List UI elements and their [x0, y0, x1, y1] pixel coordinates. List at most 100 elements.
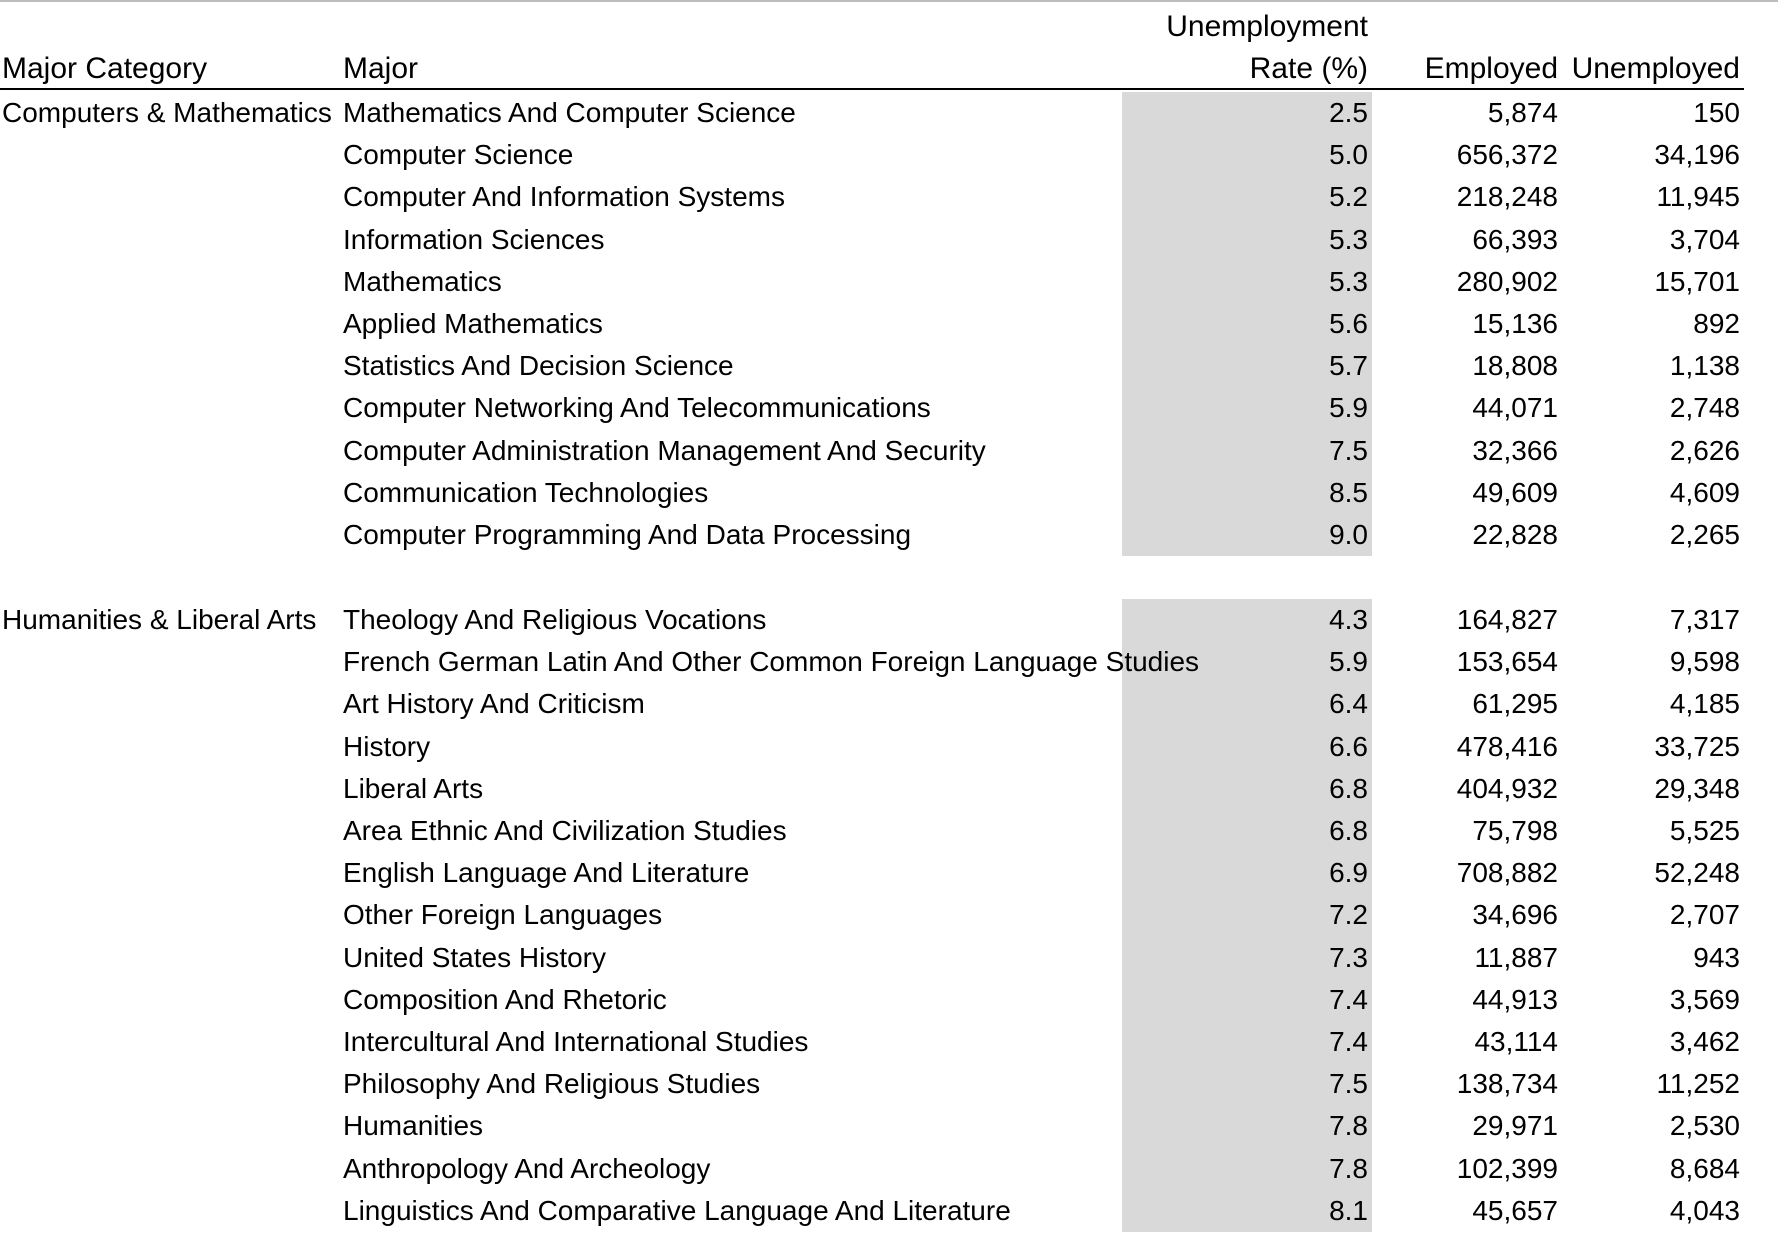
header-unemployment-rate-line1: Unemployment: [1166, 10, 1368, 43]
employed-count-cell: 61,295: [1472, 688, 1558, 719]
unemployed-count-cell: 11,252: [1656, 1068, 1740, 1099]
unemployment-rate-cell: 7.3: [1329, 942, 1368, 973]
employed-count-cell: 66,393: [1472, 224, 1558, 255]
header-unemployment-rate-line2: Rate (%): [1249, 52, 1368, 85]
major-name-cell: Computer Administration Management And S…: [343, 435, 986, 466]
unemployed-count-cell: 943: [1693, 942, 1740, 973]
major-name-cell: Mathematics: [343, 266, 502, 297]
unemployed-count-cell: 892: [1693, 308, 1740, 339]
major-name-cell: Humanities: [343, 1110, 484, 1141]
unemployed-count-cell: 1,138: [1669, 350, 1740, 381]
unemployed-count-cell: 150: [1693, 97, 1740, 128]
major-name-cell: Applied Mathematics: [343, 308, 603, 339]
major-name-cell: Intercultural And International Studies: [343, 1026, 809, 1057]
employed-count-cell: 708,882: [1456, 857, 1558, 888]
unemployed-count-cell: 2,265: [1669, 519, 1740, 550]
major-name-cell: Computer And Information Systems: [343, 181, 785, 212]
employed-count-cell: 44,071: [1472, 392, 1558, 423]
unemployed-count-cell: 8,684: [1669, 1153, 1740, 1184]
employed-count-cell: 153,654: [1456, 646, 1558, 677]
unemployment-rate-cell: 6.8: [1329, 815, 1368, 846]
major-name-cell: Computer Science: [343, 139, 574, 170]
rate-column-shading: [1122, 92, 1372, 556]
unemployed-count-cell: 9,598: [1669, 646, 1740, 677]
unemployed-count-cell: 7,317: [1669, 604, 1740, 635]
unemployed-count-cell: 4,185: [1669, 688, 1740, 719]
major-name-cell: Area Ethnic And Civilization Studies: [343, 815, 787, 846]
unemployment-rate-cell: 7.8: [1329, 1110, 1368, 1141]
major-name-cell: United States History: [343, 942, 606, 973]
major-name-cell: Information Sciences: [343, 224, 605, 255]
unemployment-rate-cell: 9.0: [1329, 519, 1368, 550]
unemployment-rate-cell: 5.3: [1329, 224, 1368, 255]
employed-count-cell: 49,609: [1472, 477, 1558, 508]
major-category-label: Humanities & Liberal Arts: [2, 604, 317, 635]
employed-count-cell: 32,366: [1472, 435, 1558, 466]
major-name-cell: French German Latin And Other Common For…: [343, 646, 1200, 677]
major-name-cell: Statistics And Decision Science: [343, 350, 734, 381]
unemployed-count-cell: 15,701: [1654, 266, 1740, 297]
unemployment-rate-cell: 5.7: [1329, 350, 1368, 381]
unemployed-count-cell: 2,530: [1669, 1110, 1740, 1141]
unemployed-count-cell: 33,725: [1654, 731, 1740, 762]
unemployed-count-cell: 11,945: [1656, 181, 1740, 212]
major-name-cell: Other Foreign Languages: [343, 899, 663, 930]
employed-count-cell: 18,808: [1472, 350, 1558, 381]
unemployment-rate-cell: 5.3: [1329, 266, 1368, 297]
employed-count-cell: 11,887: [1474, 942, 1558, 973]
employed-count-cell: 280,902: [1456, 266, 1558, 297]
unemployment-rate-cell: 5.6: [1329, 308, 1368, 339]
employed-count-cell: 656,372: [1456, 139, 1558, 170]
major-name-cell: Computer Networking And Telecommunicatio…: [343, 392, 931, 423]
major-name-cell: Communication Technologies: [343, 477, 709, 508]
employed-count-cell: 138,734: [1456, 1068, 1558, 1099]
employed-count-cell: 22,828: [1472, 519, 1558, 550]
employed-count-cell: 44,913: [1472, 984, 1558, 1015]
major-name-cell: Liberal Arts: [343, 773, 484, 804]
major-name-cell: Linguistics And Comparative Language And…: [343, 1195, 1011, 1226]
employed-count-cell: 164,827: [1456, 604, 1558, 635]
unemployment-rate-cell: 8.5: [1329, 477, 1368, 508]
employed-count-cell: 29,971: [1472, 1110, 1558, 1141]
unemployment-rate-cell: 5.9: [1329, 392, 1368, 423]
unemployed-count-cell: 52,248: [1654, 857, 1740, 888]
header-major-category: Major Category: [2, 52, 208, 85]
top-border-rule: [0, 0, 1778, 2]
unemployment-rate-cell: 6.8: [1329, 773, 1368, 804]
unemployment-rate-cell: 8.1: [1329, 1195, 1368, 1226]
header-underline: [0, 88, 1744, 90]
header-major: Major: [343, 52, 419, 85]
major-name-cell: Philosophy And Religious Studies: [343, 1068, 761, 1099]
major-category-label: Computers & Mathematics: [2, 97, 332, 128]
employed-count-cell: 15,136: [1472, 308, 1558, 339]
unemployment-rate-cell: 5.0: [1329, 139, 1368, 170]
unemployment-rate-cell: 7.5: [1329, 435, 1368, 466]
employed-count-cell: 404,932: [1456, 773, 1558, 804]
unemployment-rate-cell: 6.9: [1329, 857, 1368, 888]
unemployed-count-cell: 5,525: [1669, 815, 1740, 846]
unemployment-rate-cell: 6.4: [1329, 688, 1368, 719]
employed-count-cell: 75,798: [1472, 815, 1558, 846]
major-name-cell: Computer Programming And Data Processing: [343, 519, 912, 550]
unemployed-count-cell: 4,043: [1669, 1195, 1740, 1226]
major-name-cell: English Language And Literature: [343, 857, 750, 888]
unemployment-rate-cell: 2.5: [1329, 97, 1368, 128]
employed-count-cell: 45,657: [1472, 1195, 1558, 1226]
unemployment-rate-cell: 7.5: [1329, 1068, 1368, 1099]
header-unemployed: Unemployed: [1571, 52, 1740, 85]
rate-column-shading: [1122, 599, 1372, 1232]
employed-count-cell: 102,399: [1456, 1153, 1558, 1184]
employed-count-cell: 34,696: [1472, 899, 1558, 930]
unemployed-count-cell: 2,707: [1669, 899, 1740, 930]
unemployment-rate-cell: 7.8: [1329, 1153, 1368, 1184]
major-name-cell: Art History And Criticism: [343, 688, 645, 719]
major-name-cell: Theology And Religious Vocations: [343, 604, 767, 635]
employed-count-cell: 5,874: [1487, 97, 1558, 128]
unemployment-rate-cell: 4.3: [1329, 604, 1368, 635]
unemployment-rate-cell: 6.6: [1329, 731, 1368, 762]
employed-count-cell: 478,416: [1456, 731, 1558, 762]
major-name-cell: Composition And Rhetoric: [343, 984, 667, 1015]
unemployment-rate-cell: 5.9: [1329, 646, 1368, 677]
major-name-cell: Anthropology And Archeology: [343, 1153, 711, 1184]
unemployment-rate-cell: 7.4: [1329, 1026, 1368, 1057]
